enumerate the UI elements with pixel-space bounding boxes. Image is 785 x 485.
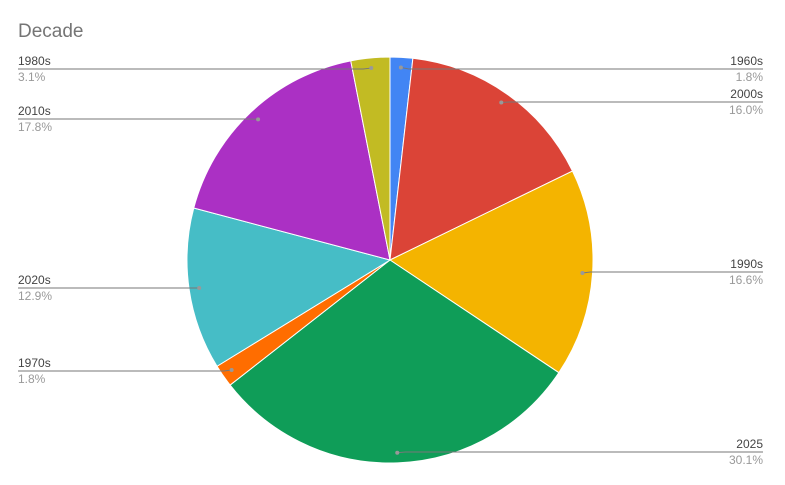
slice-pct-1970s: 1.8% [18, 372, 46, 386]
leader-line-1960s [400, 66, 763, 70]
leader-dot-1970s [229, 368, 234, 373]
slice-label-1990s: 1990s [730, 257, 763, 271]
slice-label-2010s: 2010s [18, 104, 51, 118]
slice-pct-2000s: 16.0% [729, 103, 763, 117]
pie-slice-2020s[interactable] [186, 207, 392, 367]
leader-dot-1990s [580, 271, 585, 276]
slice-label-2025: 2025 [736, 437, 763, 451]
slice-pct-2025: 30.1% [729, 453, 763, 467]
leader-dot-2000s [499, 100, 504, 105]
slice-label-1980s: 1980s [18, 54, 51, 68]
slice-label-2000s: 2000s [730, 87, 763, 101]
leader-dot-1960s [398, 65, 403, 70]
leader-line-2000s [501, 101, 763, 103]
pie-slice-1980s[interactable] [350, 56, 391, 261]
slice-label-1960s: 1960s [730, 54, 763, 68]
pie-slice-2000s[interactable] [389, 57, 574, 261]
slice-pct-1960s: 1.8% [736, 70, 764, 84]
leader-dot-2010s [256, 117, 261, 122]
leader-line-2025 [397, 451, 763, 454]
slice-pct-2020s: 12.9% [18, 289, 52, 303]
leader-dot-2020s [197, 286, 202, 291]
leader-dot-2025 [395, 450, 400, 455]
leader-line-1980s [18, 67, 372, 70]
slice-label-2020s: 2020s [18, 273, 51, 287]
pie-slice-2010s[interactable] [193, 60, 391, 261]
slice-pct-1980s: 3.1% [18, 70, 46, 84]
chart-title: Decade [18, 21, 84, 42]
leader-line-1990s [582, 271, 763, 274]
pie-slice-2025[interactable] [229, 259, 560, 464]
slice-pct-1990s: 16.6% [729, 273, 763, 287]
slice-pct-2010s: 17.8% [18, 120, 52, 134]
pie-slice-1990s[interactable] [388, 170, 594, 374]
leader-line-1970s [18, 369, 232, 372]
leader-dot-1980s [369, 66, 374, 71]
slice-label-1970s: 1970s [18, 356, 51, 370]
